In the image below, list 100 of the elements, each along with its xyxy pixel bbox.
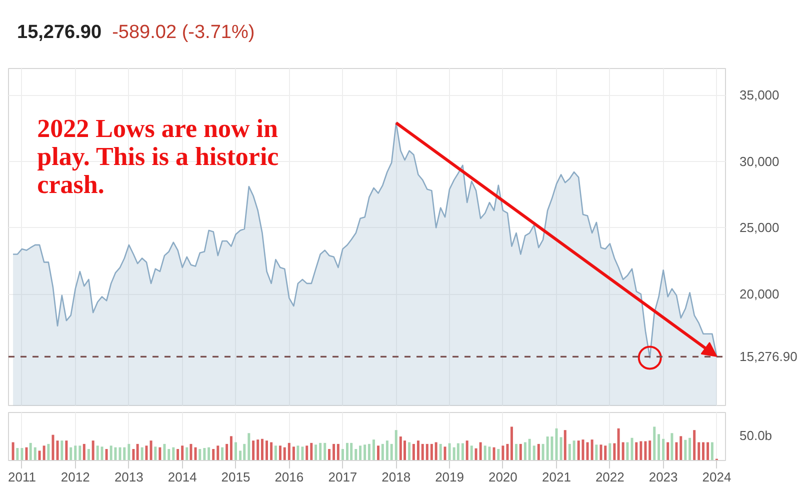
bar bbox=[416, 440, 420, 460]
bar bbox=[47, 444, 50, 460]
bar bbox=[203, 448, 206, 460]
bar bbox=[198, 449, 202, 460]
bar bbox=[568, 444, 571, 460]
bar bbox=[70, 447, 72, 460]
x-tick-label: 2015 bbox=[221, 470, 250, 484]
bar bbox=[479, 442, 482, 460]
bar bbox=[377, 446, 380, 460]
bar bbox=[528, 438, 531, 460]
y-tick-label: 30,000 bbox=[740, 154, 780, 169]
bar bbox=[105, 449, 108, 460]
bar bbox=[248, 433, 250, 460]
bar bbox=[381, 444, 384, 460]
bar bbox=[274, 446, 277, 460]
x-tick-label: 2016 bbox=[274, 470, 304, 484]
bar bbox=[364, 444, 366, 460]
bar bbox=[399, 436, 402, 460]
bar bbox=[150, 440, 152, 460]
bar bbox=[60, 440, 64, 460]
bar bbox=[572, 440, 576, 460]
x-tick-label: 2021 bbox=[542, 470, 571, 484]
bar bbox=[186, 447, 188, 460]
bar bbox=[154, 446, 157, 460]
bar bbox=[680, 436, 682, 460]
bar bbox=[359, 446, 362, 460]
bar bbox=[502, 446, 504, 460]
bar bbox=[484, 446, 486, 460]
bar bbox=[256, 440, 260, 460]
bar bbox=[492, 447, 496, 460]
bar bbox=[336, 444, 340, 460]
bar bbox=[158, 447, 162, 460]
x-tick-label: 2014 bbox=[168, 470, 197, 484]
bar bbox=[16, 448, 19, 460]
x-tick-label: 2013 bbox=[114, 470, 144, 484]
text: 50.0b bbox=[740, 428, 772, 444]
bar bbox=[168, 449, 170, 460]
x-tick-label: 2017 bbox=[328, 470, 358, 484]
bar bbox=[319, 442, 322, 460]
x-tick-label: 2024 bbox=[702, 470, 732, 484]
bar bbox=[497, 449, 500, 460]
bar bbox=[488, 446, 491, 460]
bar bbox=[412, 444, 415, 460]
bar bbox=[658, 434, 660, 460]
bar bbox=[20, 448, 24, 460]
bar bbox=[96, 446, 99, 460]
bar bbox=[176, 449, 180, 460]
bar bbox=[608, 443, 612, 460]
bar bbox=[52, 434, 54, 460]
bar bbox=[506, 444, 509, 460]
bar bbox=[550, 436, 554, 460]
bar bbox=[163, 444, 166, 460]
bar bbox=[140, 447, 144, 460]
y-tick-label: 20,000 bbox=[740, 286, 780, 302]
bar bbox=[604, 446, 607, 460]
x-tick-label: 2012 bbox=[60, 470, 90, 484]
bar bbox=[595, 444, 598, 460]
bar bbox=[560, 437, 562, 460]
bar bbox=[12, 442, 14, 460]
bar bbox=[78, 446, 82, 460]
bar bbox=[212, 449, 215, 460]
bar bbox=[234, 442, 237, 460]
bar bbox=[260, 438, 264, 460]
bar bbox=[635, 442, 638, 460]
bar bbox=[181, 446, 184, 460]
x-tick-label: 2018 bbox=[382, 470, 411, 484]
bar bbox=[100, 446, 104, 460]
bar bbox=[394, 430, 398, 460]
bar bbox=[216, 446, 220, 460]
bar bbox=[640, 441, 642, 460]
bar bbox=[461, 443, 464, 460]
bar bbox=[662, 438, 665, 460]
y-tick-label: 25,000 bbox=[740, 220, 780, 236]
bar bbox=[56, 440, 59, 460]
bar bbox=[456, 443, 460, 460]
bar bbox=[404, 440, 406, 460]
bar bbox=[532, 446, 536, 460]
bar bbox=[350, 442, 353, 460]
bar bbox=[510, 426, 513, 460]
chart-subtitle: -589.02 (-3.71%) bbox=[112, 22, 255, 43]
bar bbox=[310, 442, 313, 460]
bar bbox=[688, 438, 692, 460]
bar bbox=[128, 444, 130, 460]
bar bbox=[243, 444, 246, 460]
bar bbox=[577, 440, 580, 460]
bar bbox=[693, 430, 696, 460]
bar bbox=[524, 442, 526, 460]
bar bbox=[626, 442, 629, 460]
bar bbox=[341, 449, 344, 460]
bar bbox=[368, 444, 370, 460]
bar bbox=[74, 446, 77, 460]
x-tick-label: 2022 bbox=[595, 470, 624, 484]
ref-line-label: 15,276.90 bbox=[740, 349, 798, 364]
bar bbox=[110, 446, 112, 460]
bar bbox=[408, 442, 411, 460]
bar bbox=[430, 444, 433, 460]
bar bbox=[226, 444, 228, 460]
bar bbox=[666, 442, 670, 460]
bar bbox=[136, 444, 139, 460]
bar bbox=[372, 440, 375, 460]
